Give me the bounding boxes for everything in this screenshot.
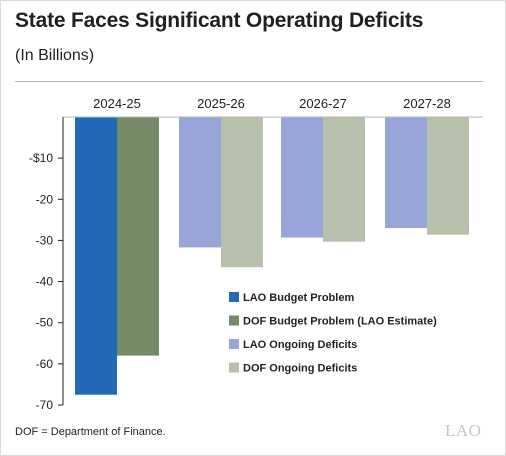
legend-swatch xyxy=(229,315,239,326)
category-label: 2024-25 xyxy=(93,96,141,111)
y-tick-label: -40 xyxy=(36,275,54,289)
y-tick-label: -$10 xyxy=(29,151,53,165)
legend-label: LAO Ongoing Deficits xyxy=(243,339,357,351)
category-label: 2027-28 xyxy=(403,96,451,111)
legend-label: LAO Budget Problem xyxy=(243,292,354,304)
legend-label: DOF Budget Problem (LAO Estimate) xyxy=(243,316,437,328)
chart-subtitle: (In Billions) xyxy=(15,47,95,64)
bar xyxy=(179,117,221,248)
lao-logo: LAO xyxy=(445,421,482,440)
bar xyxy=(75,117,117,395)
bar xyxy=(385,117,427,229)
chart-title: State Faces Significant Operating Defici… xyxy=(15,9,424,32)
y-tick-label: -60 xyxy=(36,357,54,371)
y-tick-label: -50 xyxy=(36,316,54,330)
bar xyxy=(281,117,323,238)
legend-swatch xyxy=(229,362,239,373)
y-tick-label: -70 xyxy=(36,398,54,412)
bar xyxy=(221,117,263,268)
y-tick-label: -20 xyxy=(36,192,54,206)
bar xyxy=(117,117,159,356)
legend-swatch xyxy=(229,339,239,349)
legend-swatch xyxy=(229,292,239,302)
category-label: 2026-27 xyxy=(299,96,347,111)
title-divider xyxy=(15,81,483,82)
y-tick-label: -30 xyxy=(36,233,54,247)
legend-label: DOF Ongoing Deficits xyxy=(243,363,357,375)
category-label: 2025-26 xyxy=(197,96,245,111)
bar xyxy=(323,117,365,242)
footnote: DOF = Department of Finance. xyxy=(15,426,166,438)
bar xyxy=(427,117,469,235)
